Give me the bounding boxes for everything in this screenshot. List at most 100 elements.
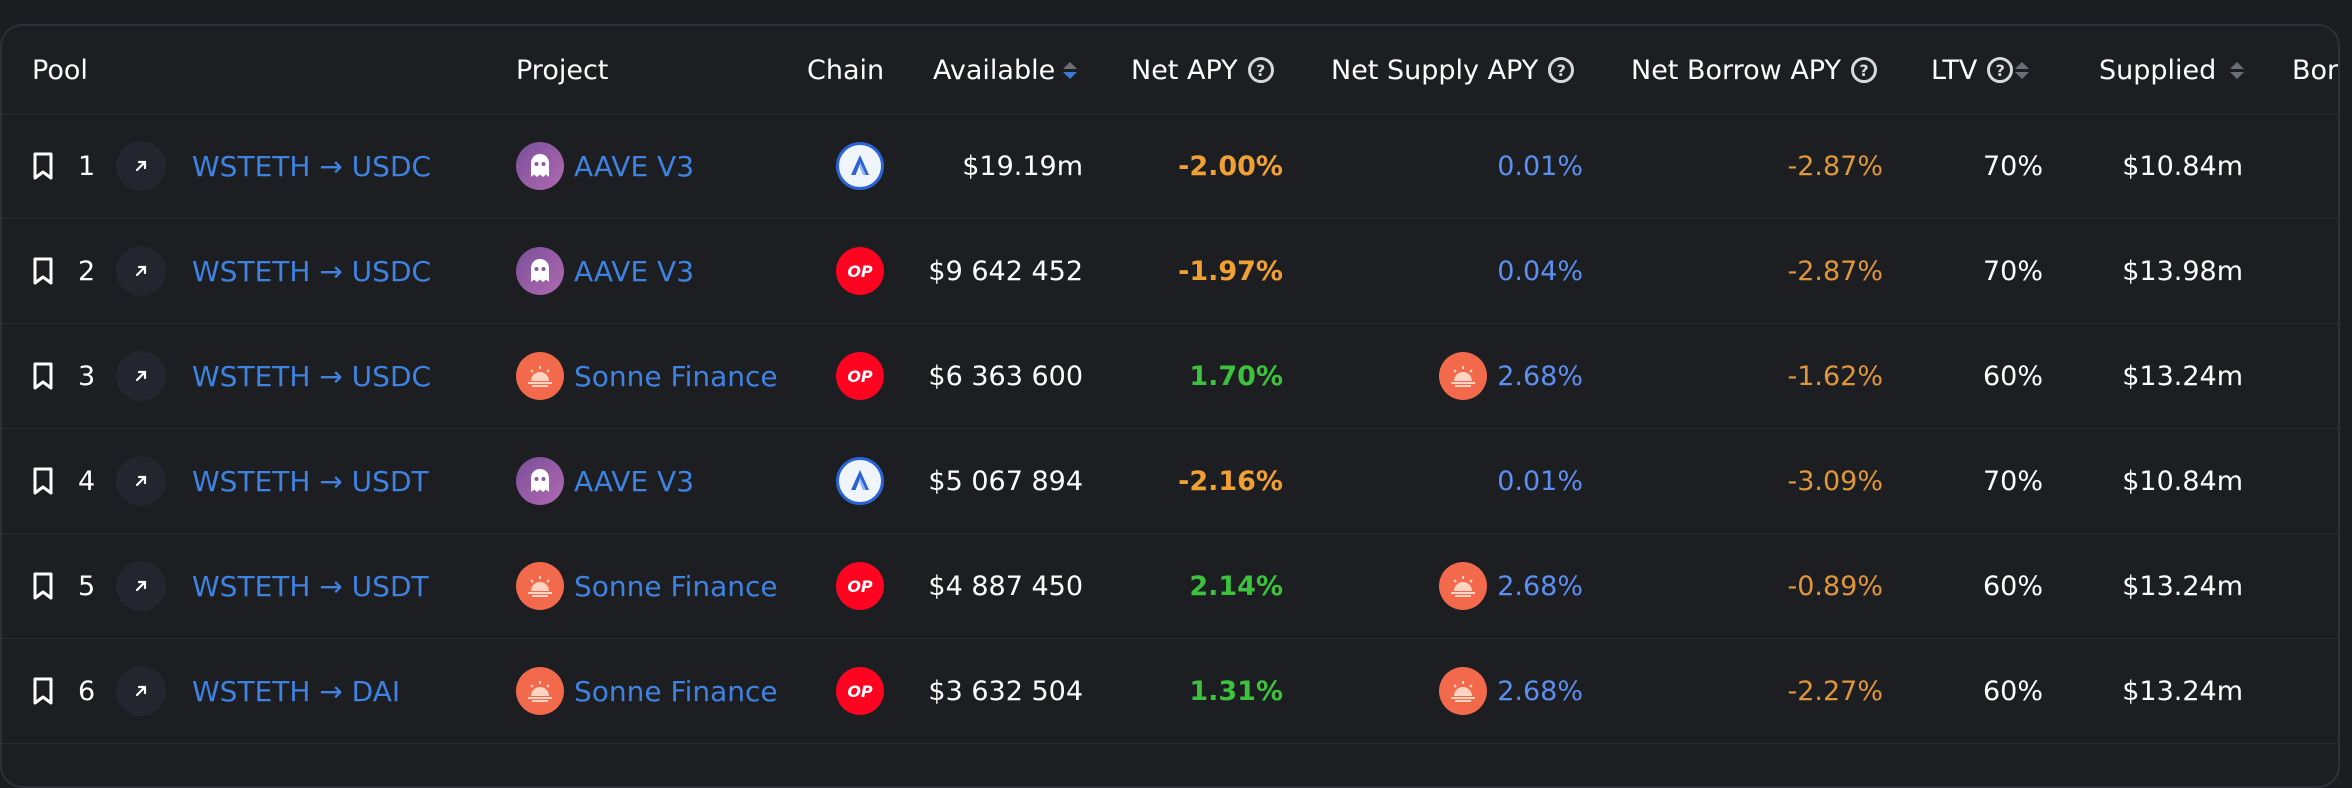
supplied-value: $13.98m [2122,255,2243,287]
available-value: $9 642 452 [928,255,1083,287]
net-supply-apy-cell: 0.01% [1302,429,1583,533]
table-row[interactable]: 1 WSTETH → USDC AAVE V3 $19.19m -2.00% 0… [2,114,2338,219]
column-header-available[interactable]: Available [933,26,1078,114]
column-header-label: LTV [1931,54,1978,86]
project-link[interactable]: Sonne Finance [574,569,778,603]
supplied-value: $13.24m [2122,360,2243,392]
ltv-cell: 70% [1902,114,2043,218]
pool-cell: 4 WSTETH → USDT [32,429,429,533]
column-header-net-apy[interactable]: Net APY? [1131,26,1274,114]
external-link-icon[interactable] [116,246,166,296]
net-supply-apy-value: 2.68% [1497,360,1583,392]
sonne-logo-icon [516,562,564,610]
bookmark-icon[interactable] [32,257,54,285]
column-header-label: Supplied [2099,54,2217,86]
net-supply-apy-cell: 2.68% [1302,324,1583,428]
available-value: $3 632 504 [928,675,1083,707]
help-icon[interactable]: ? [1987,57,2014,83]
available-cell: $19.19m [902,114,1083,218]
bookmark-icon[interactable] [32,572,54,600]
bookmark-icon[interactable] [32,677,54,705]
net-apy-value: -2.00% [1178,150,1283,182]
net-apy-cell: -1.97% [1102,219,1283,323]
sort-icon[interactable] [1063,61,1078,79]
available-value: $6 363 600 [928,360,1083,392]
net-borrow-apy-value: -2.27% [1787,675,1883,707]
net-apy-cell: -2.00% [1102,114,1283,218]
column-header-supplied[interactable]: Supplied [2099,26,2245,114]
ltv-cell: 60% [1902,534,2043,638]
supplied-value: $10.84m [2122,465,2243,497]
column-header-label: Project [516,54,609,86]
table-row[interactable]: 3 WSTETH → USDC Sonne Finance OP $6 363 … [2,324,2338,429]
chain-label: OP [847,681,873,701]
net-supply-apy-cell: 0.04% [1302,219,1583,323]
pool-link[interactable]: WSTETH → USDC [192,359,432,393]
table-row[interactable]: 6 WSTETH → DAI Sonne Finance OP $3 632 5… [2,639,2338,744]
supplied-cell: $13.24m [2062,324,2243,428]
sort-icon[interactable] [2230,61,2245,79]
pool-cell: 6 WSTETH → DAI [32,639,400,743]
external-link-icon[interactable] [116,351,166,401]
external-link-icon[interactable] [116,561,166,611]
net-borrow-apy-cell: -3.09% [1602,429,1883,533]
net-borrow-apy-value: -1.62% [1787,360,1883,392]
bookmark-icon[interactable] [32,467,54,495]
project-link[interactable]: AAVE V3 [574,464,695,498]
pool-link[interactable]: WSTETH → USDT [192,569,429,603]
column-header-net-supply-apy[interactable]: Net Supply APY? [1331,26,1575,114]
external-link-icon[interactable] [116,456,166,506]
column-header-borrowed[interactable]: Bor [2292,26,2338,114]
pool-link[interactable]: WSTETH → DAI [192,674,401,708]
net-borrow-apy-cell: -0.89% [1602,534,1883,638]
chain-label: OP [847,366,873,386]
project-link[interactable]: AAVE V3 [574,254,695,288]
available-cell: $9 642 452 [902,219,1083,323]
sonne-logo-icon [516,667,564,715]
table-header: Pool Project Chain Available Net APY? Ne… [2,26,2338,115]
pool-link[interactable]: WSTETH → USDC [192,149,432,183]
chain-cell: OP [836,639,884,743]
chain-cell: OP [836,534,884,638]
project-cell: AAVE V3 [516,219,694,323]
table-row[interactable]: 4 WSTETH → USDT AAVE V3 $5 067 894 -2.16… [2,429,2338,534]
external-link-icon[interactable] [116,141,166,191]
column-header-pool: Pool [32,26,88,114]
bookmark-icon[interactable] [32,362,54,390]
column-header-label: Pool [32,54,88,86]
optimism-chain-icon: OP [836,667,884,715]
optimism-chain-icon: OP [836,247,884,295]
pool-link[interactable]: WSTETH → USDT [192,464,429,498]
chain-cell: OP [836,324,884,428]
sort-icon[interactable] [2015,61,2030,79]
project-link[interactable]: AAVE V3 [574,149,695,183]
net-apy-cell: -2.16% [1102,429,1283,533]
column-header-label: Chain [807,54,885,86]
net-borrow-apy-cell: -1.62% [1602,324,1883,428]
column-header-net-borrow-apy[interactable]: Net Borrow APY? [1631,26,1877,114]
table-row[interactable]: 2 WSTETH → USDC AAVE V3 OP $9 642 452 -1… [2,219,2338,324]
help-icon[interactable]: ? [1247,57,1274,83]
external-link-icon[interactable] [116,666,166,716]
sonne-reward-icon [1439,667,1488,715]
column-header-ltv[interactable]: LTV? [1931,26,2030,114]
ltv-value: 70% [1982,150,2043,182]
pool-link[interactable]: WSTETH → USDC [192,254,432,288]
ltv-cell: 60% [1902,324,2043,428]
bookmark-icon[interactable] [32,152,54,180]
column-header-project: Project [516,26,608,114]
help-icon[interactable]: ? [1851,57,1877,83]
supplied-value: $10.84m [2122,150,2243,182]
supplied-value: $13.24m [2122,675,2243,707]
project-link[interactable]: Sonne Finance [574,674,778,708]
pool-cell: 3 WSTETH → USDC [32,324,431,428]
sonne-reward-icon [1439,352,1488,400]
rank-number: 3 [78,360,96,392]
project-link[interactable]: Sonne Finance [574,359,778,393]
table-row[interactable]: 5 WSTETH → USDT Sonne Finance OP $4 887 … [2,534,2338,639]
supplied-cell: $13.24m [2062,639,2243,743]
yield-table-panel: Pool Project Chain Available Net APY? Ne… [0,24,2340,788]
help-icon[interactable]: ? [1548,57,1575,83]
pool-cell: 2 WSTETH → USDC [32,219,431,323]
rank-number: 1 [78,150,96,182]
